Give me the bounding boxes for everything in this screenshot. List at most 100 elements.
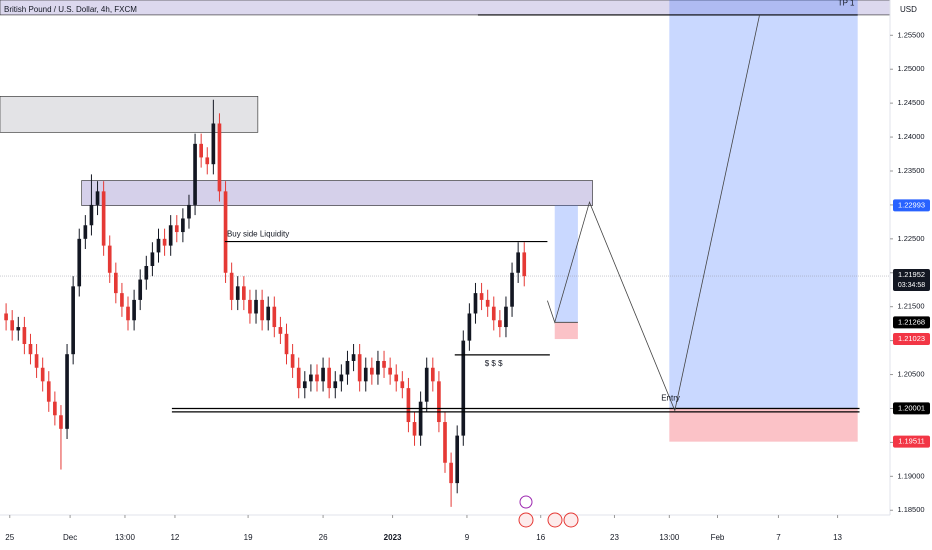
candle-body [10,320,15,331]
price-label-box [893,316,930,329]
candle-body [229,272,234,300]
candle-body [266,306,271,321]
candle-body [394,374,399,382]
candle-body [370,367,374,375]
price-label-box [893,402,930,415]
candle-body [22,327,27,345]
candle-body [382,360,386,368]
target-zone [669,0,858,409]
candle-body [71,286,75,355]
candle-body [53,401,57,416]
candle-body [126,306,130,321]
candle-body [315,374,319,382]
candle-body [168,225,173,246]
candle-body [430,367,435,382]
candle-body [211,123,216,165]
candle-body [400,381,405,389]
current-price-label: 1.21952 [898,270,925,279]
candle-body [278,327,283,334]
candle-body [467,313,472,341]
price-label-box [893,435,930,448]
indicator-icons [518,495,579,528]
price-label: 1.21023 [898,334,925,343]
candle-body [107,245,112,273]
projection-path [547,14,760,412]
candle-body [162,238,167,246]
candle-body [248,299,252,314]
y-tick-label: 1.18500 [897,505,924,514]
candle-body [235,286,240,300]
candle-body [302,381,307,389]
y-tick-label: 1.22500 [897,234,924,243]
candle-body [4,313,8,321]
candle-body [150,252,155,266]
candle-body [113,272,118,294]
candle-body [83,225,88,239]
candle-body [89,204,94,226]
candle-body [260,299,264,321]
candle-body [498,320,502,328]
x-tick-label: 23 [610,533,619,542]
candle-body [491,306,496,321]
candle-body [199,143,203,158]
icon [563,512,579,528]
candle-body [296,367,301,389]
candle-body [443,422,447,463]
price-label-box [893,333,930,346]
candle-body [59,415,63,429]
note: TP 1 [838,0,855,8]
candle-body [101,191,106,246]
x-tick-label: 16 [536,533,545,542]
level-label: $ $ $ [485,359,503,368]
icon [518,512,534,528]
x-tick-label: 7 [776,533,781,542]
candle-body [193,143,197,205]
candle-body [187,204,191,219]
candle-body [223,191,228,273]
chart-title: British Pound / U.S. Dollar, 4h, FXCM [4,5,137,14]
current-price-box [893,269,930,292]
candle-body [174,225,179,233]
x-tick-label: 25 [5,533,14,542]
candle-body [485,299,490,307]
y-tick-label: 1.20500 [897,370,924,379]
icon [519,495,533,509]
x-tick-label: 9 [465,533,470,542]
candle-body [77,238,82,287]
candle-body [16,327,21,331]
candle-body [132,299,136,321]
candle-body [455,435,460,484]
candle-body [510,272,514,307]
candle-body [516,252,520,273]
x-tick-label: 26 [319,533,328,542]
x-tick-label: 13:00 [115,533,136,542]
candle-body [254,299,258,314]
candle-body [406,388,411,423]
candle-body [327,367,332,389]
candle-body [144,265,149,280]
price-label: 1.19511 [898,437,925,446]
y-tick-label: 1.23500 [897,166,924,175]
candle-body [522,252,527,277]
note: Entry [661,393,680,402]
candle-body [418,401,423,436]
x-tick-label: 13:00 [659,533,680,542]
y-tick-label: 1.25500 [897,30,924,39]
zone [81,180,593,206]
candle-body [376,360,380,375]
level-label: Buy side Liquidity [227,230,289,239]
icon [547,512,563,528]
y-tick-label: 1.24500 [897,98,924,107]
candle-body [217,123,222,192]
candle-body [479,293,484,300]
candle-body [309,374,313,382]
target-zone [554,205,578,323]
candle-body [388,367,392,375]
stop-zone [669,408,858,442]
x-tick-label: 19 [244,533,253,542]
candle-body [437,381,441,423]
candle-body [345,360,350,375]
x-tick-label: 2023 [384,533,402,542]
